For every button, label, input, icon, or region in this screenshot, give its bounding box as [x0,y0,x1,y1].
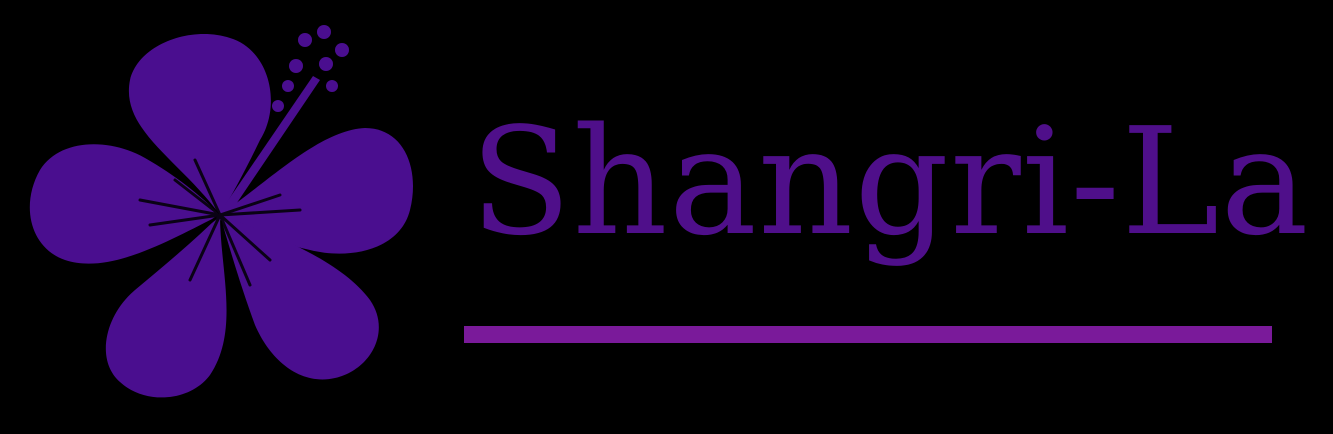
hibiscus-icon [29,25,413,398]
brand-underline [464,326,1272,343]
brand-name: Shangri-La [470,96,1310,268]
